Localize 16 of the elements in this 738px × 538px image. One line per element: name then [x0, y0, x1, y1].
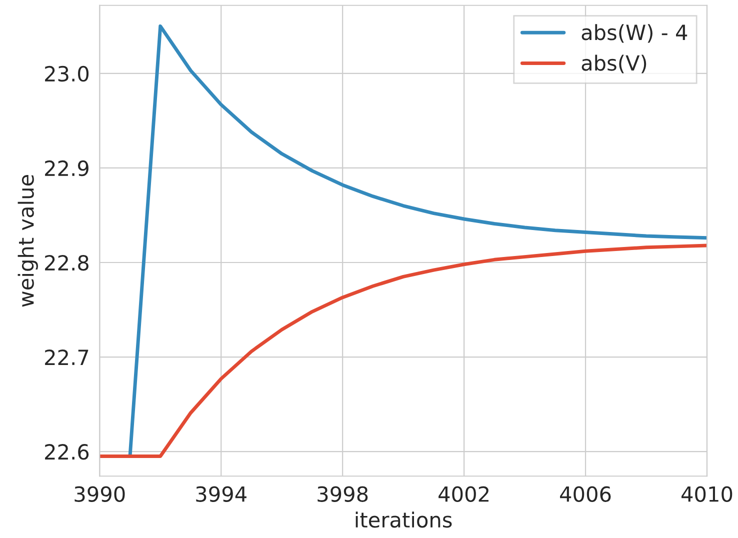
line-series	[100, 244, 708, 458]
x-tick-label: 4002	[438, 486, 488, 502]
y-axis-title: weight value	[18, 174, 38, 307]
x-tick-label: 4010	[682, 486, 732, 502]
legend-label: abs(W) - 4	[582, 24, 688, 43]
y-tick-label: 22.7	[45, 349, 88, 365]
x-tick-label: 3990	[74, 486, 125, 502]
x-tick-label: 3994	[196, 486, 246, 502]
y-tick-label: 22.8	[45, 254, 88, 271]
y-tick-label: 22.9	[45, 160, 88, 176]
x-axis-title: iterations	[356, 512, 452, 528]
x-tick-label: 3998	[318, 486, 368, 502]
y-tick-label: 23.0	[45, 66, 89, 82]
x-tick-label: 4006	[560, 486, 611, 502]
y-tick-label: 22.6	[45, 444, 89, 460]
legend-label: abs(V)	[582, 54, 646, 74]
